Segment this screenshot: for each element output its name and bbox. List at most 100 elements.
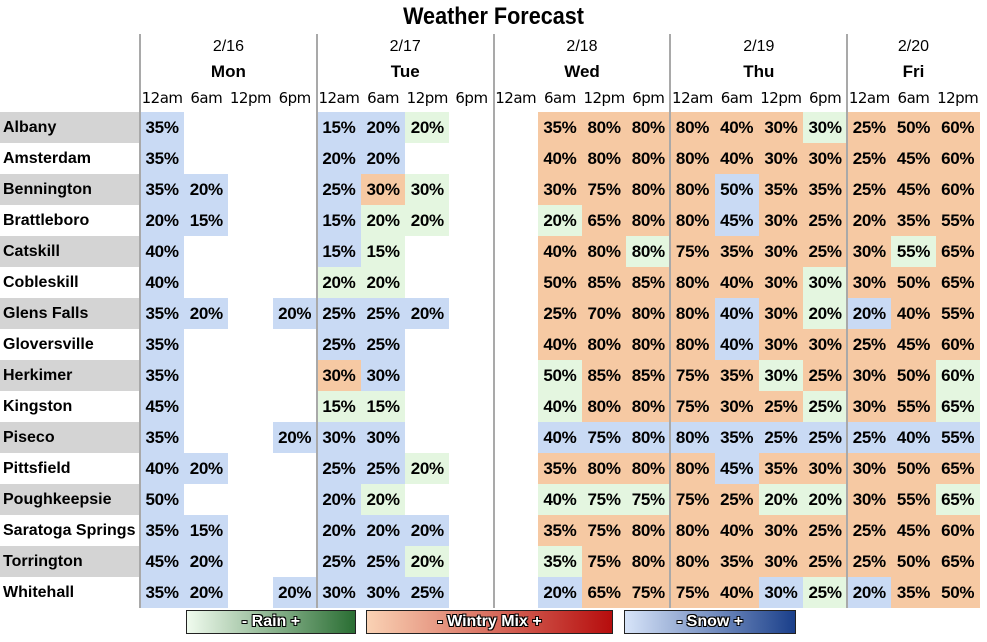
forecast-cell [405, 391, 449, 422]
day-name: Wed [564, 62, 600, 81]
forecast-cell: 15% [184, 205, 229, 236]
forecast-cell [273, 515, 317, 546]
forecast-cell: 35% [140, 143, 185, 174]
day-divider [492, 34, 495, 608]
forecast-cell: 40% [891, 422, 936, 453]
forecast-cell [184, 112, 228, 143]
forecast-cell: 80% [582, 453, 627, 484]
forecast-cell: 40% [714, 267, 759, 298]
forecast-cell: 25% [316, 546, 361, 577]
forecast-cell: 20% [405, 515, 450, 546]
legend-entry: - Rain + [186, 610, 356, 634]
forecast-cell: 85% [582, 360, 627, 391]
forecast-cell: 75% [670, 360, 715, 391]
forecast-cell: 20% [758, 484, 803, 515]
forecast-cell: 25% [847, 515, 892, 546]
forecast-cell: 30% [758, 236, 803, 267]
forecast-cell: 25% [803, 205, 848, 236]
forecast-cell: 75% [626, 577, 671, 608]
forecast-cell: 30% [803, 112, 848, 143]
forecast-cell: 50% [935, 577, 980, 608]
forecast-cell: 25% [803, 546, 848, 577]
day-divider [669, 34, 672, 608]
forecast-cell: 35% [758, 174, 803, 205]
forecast-cell [449, 391, 493, 422]
forecast-cell [405, 329, 449, 360]
forecast-cell [449, 205, 493, 236]
forecast-cell [494, 453, 538, 484]
time-slot-header: 6pm [455, 89, 488, 107]
forecast-cell [405, 484, 449, 515]
forecast-cell: 20% [361, 267, 406, 298]
forecast-cell [228, 329, 272, 360]
forecast-cell: 30% [758, 577, 803, 608]
forecast-cell: 75% [582, 484, 627, 515]
location-label: Glens Falls [0, 298, 140, 329]
forecast-cell [494, 205, 538, 236]
forecast-cell: 75% [670, 391, 715, 422]
forecast-cell: 35% [714, 360, 759, 391]
forecast-cell: 60% [935, 515, 980, 546]
forecast-cell: 85% [582, 267, 627, 298]
forecast-cell: 35% [537, 546, 582, 577]
forecast-cell [273, 329, 317, 360]
forecast-cell [405, 422, 449, 453]
forecast-cell: 20% [184, 298, 229, 329]
day-name: Thu [743, 62, 775, 81]
time-slot-header: 12pm [406, 89, 449, 107]
forecast-cell: 65% [935, 267, 980, 298]
forecast-cell [494, 143, 538, 174]
forecast-cell: 50% [140, 484, 185, 515]
time-slot-header: 6am [543, 89, 576, 107]
location-label: Amsterdam [0, 143, 140, 174]
forecast-cell: 20% [184, 577, 229, 608]
forecast-cell [228, 205, 272, 236]
forecast-cell: 80% [670, 453, 715, 484]
forecast-cell: 20% [361, 205, 406, 236]
forecast-cell: 40% [537, 143, 582, 174]
forecast-cell: 40% [714, 515, 759, 546]
forecast-cell: 60% [935, 112, 980, 143]
forecast-cell: 20% [803, 484, 848, 515]
forecast-cell [273, 360, 317, 391]
forecast-cell: 80% [670, 515, 715, 546]
forecast-cell: 30% [361, 174, 406, 205]
forecast-cell: 50% [891, 546, 936, 577]
forecast-cell: 25% [361, 453, 406, 484]
forecast-cell [449, 453, 493, 484]
forecast-cell [228, 484, 272, 515]
forecast-cell: 50% [891, 360, 936, 391]
forecast-cell [273, 391, 317, 422]
day-name: Tue [390, 62, 420, 81]
forecast-cell: 40% [891, 298, 936, 329]
time-slot-header: 6pm [278, 89, 312, 107]
forecast-cell: 80% [670, 143, 715, 174]
forecast-cell [494, 422, 538, 453]
forecast-cell: 20% [405, 453, 450, 484]
forecast-cell: 20% [537, 205, 582, 236]
forecast-cell: 45% [891, 515, 936, 546]
forecast-cell [184, 267, 228, 298]
forecast-cell: 80% [582, 143, 627, 174]
forecast-cell: 55% [891, 484, 936, 515]
forecast-cell [405, 236, 449, 267]
forecast-cell: 30% [405, 174, 450, 205]
forecast-cell: 60% [935, 143, 980, 174]
forecast-cell: 80% [626, 546, 671, 577]
forecast-cell: 20% [316, 515, 361, 546]
forecast-cell: 25% [316, 453, 361, 484]
forecast-cell: 35% [140, 329, 185, 360]
forecast-cell: 65% [582, 205, 627, 236]
forecast-cell: 30% [758, 205, 803, 236]
forecast-cell: 80% [582, 236, 627, 267]
forecast-cell [184, 391, 228, 422]
forecast-cell: 35% [714, 546, 759, 577]
forecast-cell [449, 267, 493, 298]
forecast-cell: 80% [582, 391, 627, 422]
time-slot-header: 6pm [809, 89, 842, 107]
forecast-cell: 60% [935, 174, 980, 205]
forecast-cell: 30% [361, 422, 406, 453]
forecast-cell [449, 112, 493, 143]
forecast-cell [405, 267, 449, 298]
forecast-cell: 50% [891, 112, 936, 143]
